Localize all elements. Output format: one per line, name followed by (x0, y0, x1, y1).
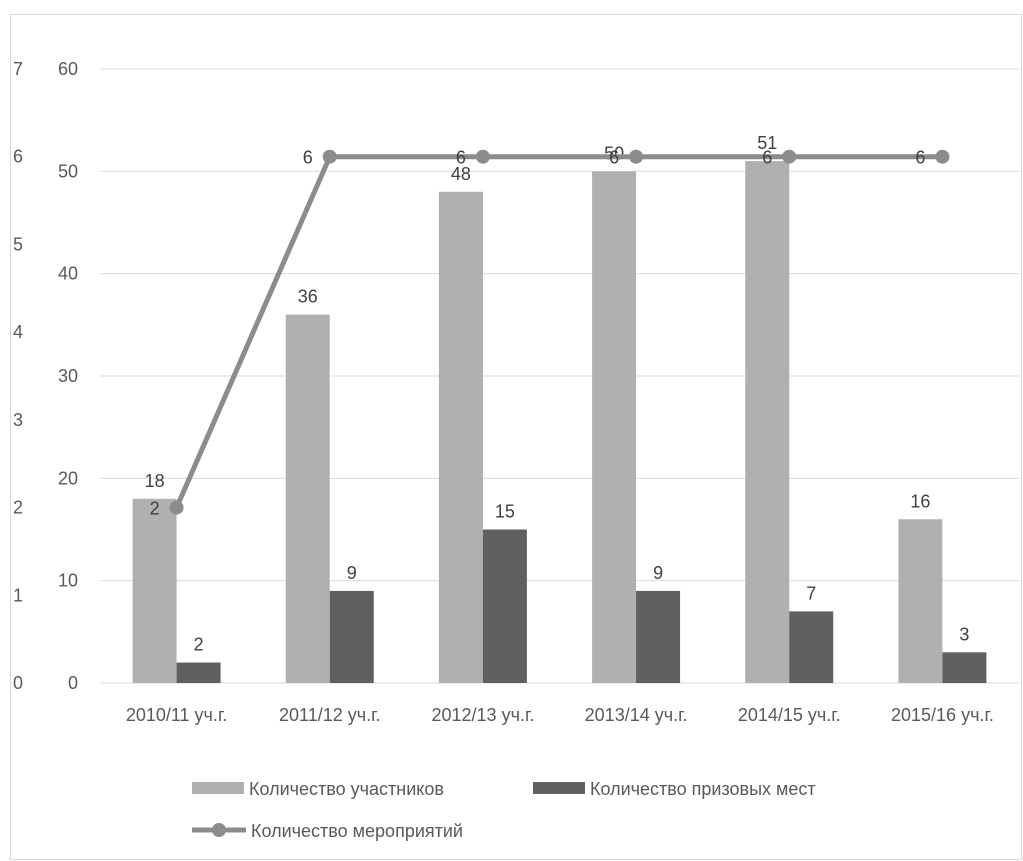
secondary-axis-tick: 1 (13, 585, 23, 605)
secondary-axis-tick: 3 (13, 410, 23, 430)
bar-prizes (329, 590, 374, 683)
legend-swatch (192, 782, 244, 794)
primary-axis-tick: 20 (58, 468, 78, 488)
bar-prizes (942, 652, 987, 683)
line-point (169, 500, 184, 515)
bar-data-label: 9 (347, 563, 357, 583)
bar-data-label: 7 (806, 583, 816, 603)
primary-axis-tick: 10 (58, 571, 78, 591)
bar-prizes (789, 611, 834, 683)
bar-participants (132, 498, 177, 683)
secondary-axis-tick: 7 (13, 59, 23, 79)
line-events (174, 154, 943, 509)
bar-prizes (636, 590, 681, 683)
primary-axis-tick: 60 (58, 59, 78, 79)
bar-data-label: 51 (757, 133, 777, 153)
category-label: 2010/11 уч.г. (126, 705, 227, 725)
bar-participants (592, 171, 637, 684)
legend-label: Количество призовых мест (590, 779, 816, 799)
secondary-axis-tick: 6 (13, 147, 23, 167)
bar-data-label: 2 (194, 635, 204, 655)
line-data-label: 6 (762, 148, 772, 168)
line-data-label: 6 (303, 148, 313, 168)
bar-data-label: 36 (298, 287, 318, 307)
legend-marker (212, 823, 226, 837)
bar-data-label: 48 (451, 164, 471, 184)
primary-axis-tick: 40 (58, 264, 78, 284)
line-point (782, 149, 797, 164)
legend-label: Количество мероприятий (251, 821, 463, 841)
bar-participants (898, 519, 943, 683)
bar-data-label: 9 (653, 563, 663, 583)
bar-data-label: 16 (910, 491, 930, 511)
primary-axis-tick: 30 (58, 366, 78, 386)
line-data-label: 6 (609, 148, 619, 168)
secondary-axis-tick: 0 (13, 673, 23, 693)
line-point (629, 149, 644, 164)
category-label: 2013/14 уч.г. (585, 705, 688, 725)
legend-label: Количество участников (249, 779, 444, 799)
category-label: 2015/16 уч.г. (891, 705, 994, 725)
primary-axis-tick: 0 (68, 673, 78, 693)
line-point (322, 149, 337, 164)
primary-axis-tick: 50 (58, 161, 78, 181)
line-data-label: 6 (456, 148, 466, 168)
secondary-axis-tick: 4 (13, 322, 23, 342)
legend-swatch (533, 782, 585, 794)
bar-data-label: 3 (959, 624, 969, 644)
bar-data-label: 15 (495, 502, 515, 522)
category-label: 2011/12 уч.г. (279, 705, 380, 725)
category-label: 2014/15 уч.г. (738, 705, 841, 725)
line-point (475, 149, 490, 164)
line-data-label: 6 (915, 148, 925, 168)
bar-prizes (176, 662, 221, 683)
line-point (935, 149, 950, 164)
bar-data-label: 18 (145, 471, 165, 491)
category-label: 2012/13 уч.г. (432, 705, 535, 725)
bar-participants (285, 314, 330, 683)
secondary-axis-tick: 2 (13, 498, 23, 518)
bar-participants (438, 191, 483, 684)
bar-prizes (482, 529, 527, 683)
bar-participants (745, 161, 790, 684)
secondary-axis-tick: 5 (13, 234, 23, 254)
line-data-label: 2 (150, 499, 160, 519)
